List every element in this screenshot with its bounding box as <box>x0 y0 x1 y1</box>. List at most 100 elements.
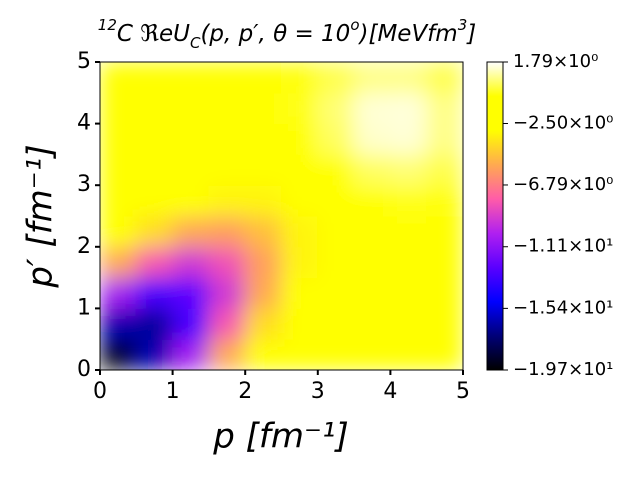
plot-frame <box>99 61 464 371</box>
title-part: ] <box>466 21 476 47</box>
heatmap-cell <box>317 123 355 155</box>
title-part: C <box>190 34 201 52</box>
colorbar-tick-label: −1.54×10¹ <box>513 297 613 318</box>
colorbar-tick-label: −1.97×10¹ <box>513 359 613 380</box>
heatmap-cell <box>317 62 355 94</box>
heatmap-cell <box>426 215 463 248</box>
heatmap-cell <box>172 62 210 94</box>
heatmap-cell <box>208 62 246 94</box>
heatmap-cell <box>135 153 174 186</box>
heatmap-cell <box>208 246 246 279</box>
heatmap-cell <box>135 123 174 155</box>
heatmap-cell <box>353 246 391 279</box>
heatmap-cell <box>426 338 463 370</box>
heatmap-cell <box>389 307 428 340</box>
colorbar-tick-label: 1.79×10⁰ <box>513 51 598 72</box>
heatmap-cell <box>281 277 319 309</box>
heatmap-cell <box>389 123 428 155</box>
heatmap-cell <box>172 338 210 370</box>
heatmap-cell <box>389 184 428 217</box>
heatmap-cell <box>426 307 463 340</box>
heatmap-cell <box>244 246 282 279</box>
heatmap-cell <box>426 153 463 186</box>
heatmap-cell <box>100 307 137 340</box>
heatmap-cell <box>135 307 174 340</box>
heatmap-cell <box>281 62 319 94</box>
heatmap-cell <box>389 277 428 309</box>
heatmap-cell <box>389 338 428 370</box>
heatmap-cell <box>281 153 319 186</box>
x-tick-label: 1 <box>166 379 180 404</box>
heatmap-cell <box>208 184 246 217</box>
x-tick-label: 3 <box>311 379 325 404</box>
colorbar-tick-label: −6.79×10⁰ <box>513 174 613 195</box>
heatmap-cell <box>353 307 391 340</box>
heatmap-cell <box>426 92 463 125</box>
heatmap-cell <box>281 215 319 248</box>
heatmap-cell <box>244 338 282 370</box>
heatmap-cell <box>172 307 210 340</box>
y-tick-label: 2 <box>77 234 91 259</box>
heatmap-cell <box>244 184 282 217</box>
heatmap-cell <box>208 153 246 186</box>
heatmap-cell <box>389 62 428 94</box>
heatmap-cell <box>208 338 246 370</box>
heatmap-cell <box>100 338 137 370</box>
heatmap-cell <box>172 277 210 309</box>
y-axis-label: p′ [fm⁻¹] <box>21 144 61 288</box>
colorbar-tick-label: −2.50×10⁰ <box>513 112 613 133</box>
title-part: 12 <box>98 16 117 34</box>
heatmap-cell <box>389 246 428 279</box>
heatmap-cell <box>281 184 319 217</box>
heatmap-cell <box>281 92 319 125</box>
heatmap-cell <box>281 338 319 370</box>
title-part: 3 <box>458 16 468 34</box>
heatmap-cell <box>426 123 463 155</box>
heatmap-cell <box>172 184 210 217</box>
heatmap-cell <box>353 215 391 248</box>
heatmap-cell <box>135 184 174 217</box>
heatmap-area <box>100 62 463 370</box>
heatmap-cell <box>317 153 355 186</box>
heatmap-cell <box>317 307 355 340</box>
heatmap-cell <box>208 307 246 340</box>
heatmap-cell <box>317 277 355 309</box>
heatmap-cell <box>353 62 391 94</box>
heatmap-cell <box>100 246 137 279</box>
heatmap-cells <box>100 62 463 370</box>
x-axis-label: p [fm⁻¹] <box>212 417 349 457</box>
colorbar <box>486 61 504 371</box>
heatmap-cell <box>172 92 210 125</box>
heatmap-cell <box>244 277 282 309</box>
heatmap-cell <box>208 92 246 125</box>
heatmap-cell <box>317 92 355 125</box>
heatmap-cell <box>317 246 355 279</box>
heatmap-cell <box>135 92 174 125</box>
heatmap-cell <box>100 123 137 155</box>
heatmap-cell <box>100 153 137 186</box>
heatmap-cell <box>135 246 174 279</box>
heatmap-cell <box>100 62 137 94</box>
x-tick-label: 2 <box>238 379 252 404</box>
heatmap-cell <box>353 92 391 125</box>
heatmap-cell <box>317 215 355 248</box>
heatmap-cell <box>317 184 355 217</box>
heatmap-cell <box>135 215 174 248</box>
heatmap-cell <box>281 123 319 155</box>
heatmap-cell <box>426 277 463 309</box>
heatmap-cell <box>389 215 428 248</box>
heatmap-cell <box>244 123 282 155</box>
heatmap-cell <box>244 153 282 186</box>
heatmap-cell <box>100 215 137 248</box>
y-tick-label: 0 <box>77 357 91 382</box>
title-part: )[MeVfm <box>358 21 458 47</box>
x-tick-label: 4 <box>383 379 397 404</box>
y-tick-label: 3 <box>77 172 91 197</box>
heatmap-cell <box>244 215 282 248</box>
heatmap-cell <box>281 246 319 279</box>
heatmap-cell <box>426 246 463 279</box>
heatmap-cell <box>172 215 210 248</box>
heatmap-cell <box>100 92 137 125</box>
title-part: o <box>350 16 359 34</box>
